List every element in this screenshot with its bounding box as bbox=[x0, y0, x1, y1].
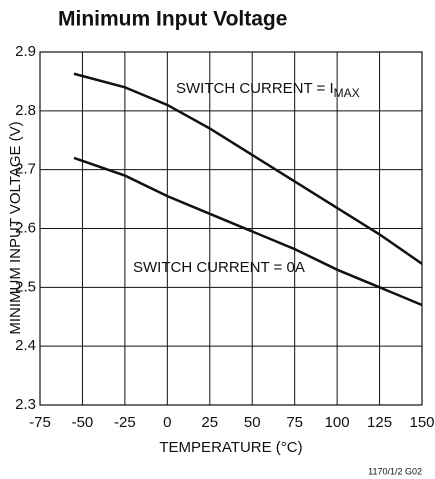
series-line bbox=[73, 72, 423, 265]
y-tick-label: 2.9 bbox=[15, 43, 36, 60]
footnote: 1170/1/2 G02 bbox=[368, 466, 422, 476]
x-tick-label: 100 bbox=[325, 414, 350, 431]
x-axis-label: TEMPERATURE (°C) bbox=[159, 439, 302, 456]
y-tick-label: 2.6 bbox=[15, 219, 36, 236]
chart-title: Minimum Input Voltage bbox=[58, 8, 287, 31]
y-tick-label: 2.4 bbox=[15, 337, 36, 354]
x-tick-label: 75 bbox=[286, 414, 303, 431]
y-tick-label: 2.3 bbox=[15, 396, 36, 413]
x-tick-label: 0 bbox=[163, 414, 171, 431]
series-line bbox=[73, 156, 423, 307]
x-tick-label: 150 bbox=[409, 414, 434, 431]
x-tick-label: -75 bbox=[29, 414, 51, 431]
x-tick-label: -25 bbox=[114, 414, 136, 431]
x-tick-label: 50 bbox=[244, 414, 261, 431]
series-label-subscript: MAX bbox=[334, 86, 360, 100]
y-axis-label: MINIMUM INPUT VOLTAGE (V) bbox=[7, 121, 24, 334]
y-tick-label: 2.5 bbox=[15, 278, 36, 295]
series-label: SWITCH CURRENT = 0A bbox=[133, 259, 305, 276]
x-tick-label: -50 bbox=[72, 414, 94, 431]
plot-frame bbox=[39, 51, 423, 406]
series-label: SWITCH CURRENT = IMAX bbox=[176, 80, 360, 100]
series-label-text: SWITCH CURRENT = I bbox=[176, 80, 334, 97]
series-label-text: SWITCH CURRENT = 0A bbox=[133, 259, 305, 276]
y-tick-label: 2.8 bbox=[15, 102, 36, 119]
x-tick-label: 25 bbox=[201, 414, 218, 431]
x-tick-label: 125 bbox=[367, 414, 392, 431]
y-tick-label: 2.7 bbox=[15, 161, 36, 178]
